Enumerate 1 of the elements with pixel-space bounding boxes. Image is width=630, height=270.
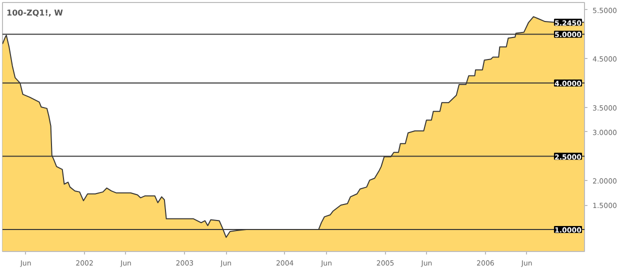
text: 100-ZQ1!, W xyxy=(6,8,64,18)
